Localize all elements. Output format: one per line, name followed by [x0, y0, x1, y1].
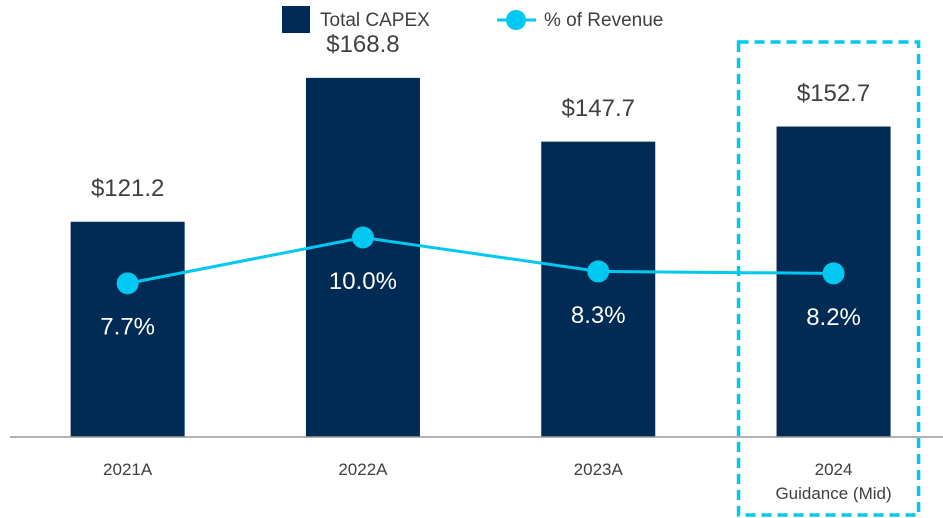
bar [70, 221, 185, 437]
bar [541, 141, 656, 437]
x-tick-label: 2024 Guidance (Mid) [775, 460, 892, 503]
line-point [116, 272, 139, 295]
bar-value-label: $147.7 [562, 95, 635, 122]
line [127, 235, 834, 285]
line-value-label: 7.7% [100, 314, 155, 341]
bar-value-label: $168.8 [326, 31, 399, 58]
x-tick-label: 2023A [573, 460, 623, 479]
legend-label: % of Revenue [544, 10, 663, 31]
highlight-box [736, 40, 921, 517]
legend-marker [506, 10, 526, 30]
legend-swatch [282, 6, 310, 33]
bar [305, 77, 420, 437]
bar-value-label: $152.7 [797, 80, 870, 107]
x-tick-label: 2021A [103, 460, 153, 479]
line-value-label: 8.2% [806, 304, 861, 331]
legend-label: Total CAPEX [320, 10, 430, 31]
x-tick-label: 2022A [338, 460, 388, 479]
line-value-label: 10.0% [329, 268, 397, 295]
line-point [351, 226, 374, 249]
line-point [587, 260, 610, 283]
line-value-label: 8.3% [571, 302, 626, 329]
line-point [822, 262, 845, 285]
bar-value-label: $121.2 [91, 175, 164, 202]
